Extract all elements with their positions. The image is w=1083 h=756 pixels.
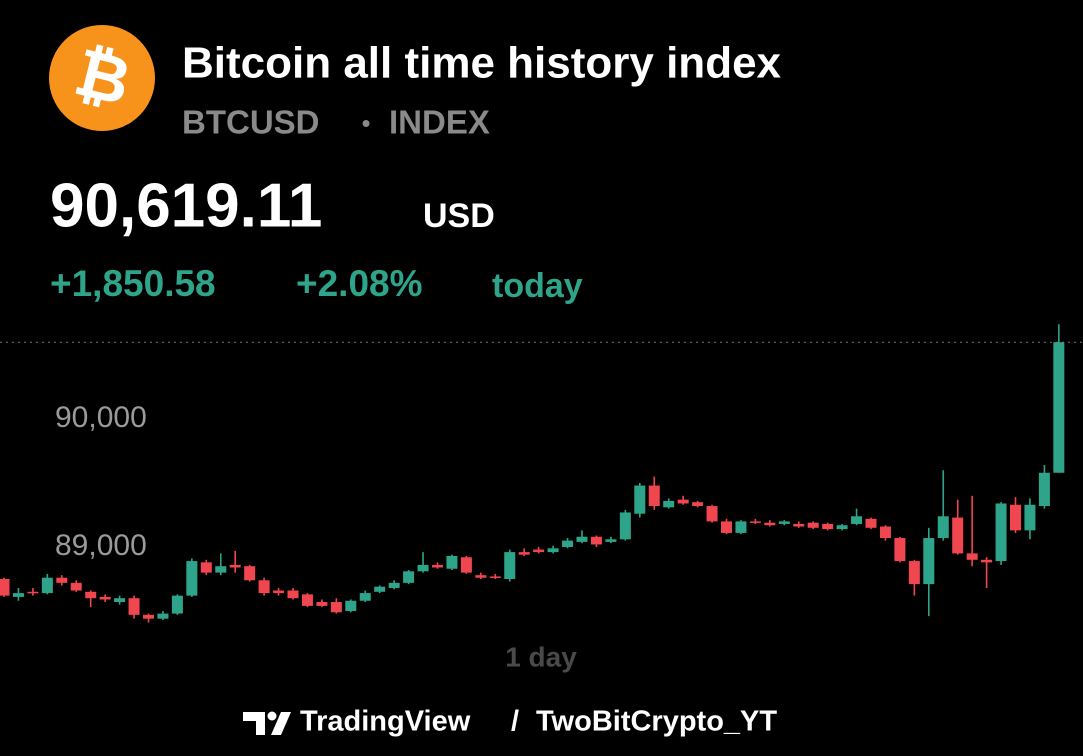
candle-body — [749, 521, 761, 523]
candle-body — [619, 512, 631, 540]
symbol: BTCUSD — [182, 104, 320, 141]
currency: USD — [423, 197, 495, 235]
candle-body — [186, 561, 198, 596]
candle-body — [822, 523, 834, 530]
candle-body — [894, 538, 906, 562]
candle-body — [851, 516, 863, 524]
candle-body — [692, 502, 704, 507]
candle-body — [764, 522, 776, 526]
candle-body — [229, 564, 241, 568]
candle-body — [489, 576, 501, 578]
candle-body — [735, 521, 747, 533]
candle-body — [1024, 504, 1036, 531]
candle-body — [273, 590, 285, 594]
candle-body — [359, 593, 371, 601]
candle-body — [663, 500, 675, 508]
candle-body — [793, 523, 805, 527]
candle-body — [981, 559, 993, 563]
candle-body — [778, 521, 790, 524]
candle-body — [316, 602, 328, 606]
candle-body — [807, 522, 819, 528]
candle-body — [475, 575, 487, 578]
candle-body — [562, 540, 574, 547]
candle-body — [157, 613, 169, 619]
candle-body — [865, 518, 877, 528]
y-tick-label: 89,000 — [55, 529, 147, 562]
candle-body — [215, 566, 227, 573]
candle-body — [301, 594, 313, 606]
candle-body — [85, 591, 97, 599]
candle-body — [432, 564, 443, 568]
logo-circle — [49, 25, 155, 131]
market: INDEX — [389, 104, 490, 141]
candle-body — [995, 503, 1007, 562]
candle-body — [937, 516, 949, 539]
candle-body — [99, 596, 111, 600]
candle-body — [56, 577, 68, 583]
candle-body — [634, 485, 646, 514]
candle-body — [547, 548, 559, 553]
candle-body — [128, 598, 140, 615]
candle-body — [70, 582, 82, 591]
candle-body — [41, 577, 53, 594]
candle-body — [1038, 472, 1050, 507]
candle-body — [27, 591, 39, 594]
candle-body — [504, 552, 516, 579]
candle-body — [836, 525, 848, 530]
candle-body — [706, 506, 718, 522]
candle-body — [908, 561, 920, 585]
candle-body — [446, 555, 458, 569]
candle-body — [0, 579, 10, 596]
candle-body — [330, 602, 342, 613]
interval: 1 day — [505, 641, 577, 672]
candle-body — [518, 552, 530, 555]
title: Bitcoin all time history index — [182, 39, 782, 88]
candle-body — [460, 557, 472, 573]
y-tick-label: 90,000 — [55, 401, 147, 434]
candle-body — [258, 580, 270, 594]
change-percent: +2.08% — [296, 263, 423, 304]
candle-body — [114, 598, 126, 603]
candle-body — [12, 593, 24, 597]
candle-body — [1010, 504, 1021, 531]
candle-body — [966, 553, 978, 560]
candle-body — [171, 595, 183, 614]
candle-body — [576, 536, 588, 542]
brand: TradingView — [300, 706, 471, 738]
candle-body — [200, 562, 212, 573]
change: +1,850.58 — [50, 263, 216, 304]
candle-body — [952, 517, 964, 554]
tradingview-logo — [243, 711, 291, 735]
candle-body — [345, 600, 357, 611]
candle-body — [677, 499, 689, 504]
candle-body — [403, 571, 415, 583]
candle-body — [590, 536, 602, 545]
candle-body — [143, 614, 154, 619]
price: 90,619.11 — [50, 171, 322, 240]
footer-separator: / — [511, 706, 519, 738]
candle-body — [374, 586, 386, 592]
candle-body — [923, 538, 935, 585]
author: TwoBitCrypto_YT — [536, 706, 777, 738]
candle-body — [1053, 342, 1065, 473]
candle-body — [648, 485, 660, 507]
candle-body — [879, 526, 891, 539]
candle-body — [244, 566, 256, 581]
candle-body — [605, 539, 617, 542]
candle-body — [417, 564, 429, 572]
change-period: today — [492, 267, 583, 305]
candle-body — [287, 590, 299, 599]
candle-body — [721, 521, 732, 533]
candle-body — [533, 549, 545, 553]
separator: • — [361, 108, 370, 138]
candle-body — [388, 582, 400, 588]
